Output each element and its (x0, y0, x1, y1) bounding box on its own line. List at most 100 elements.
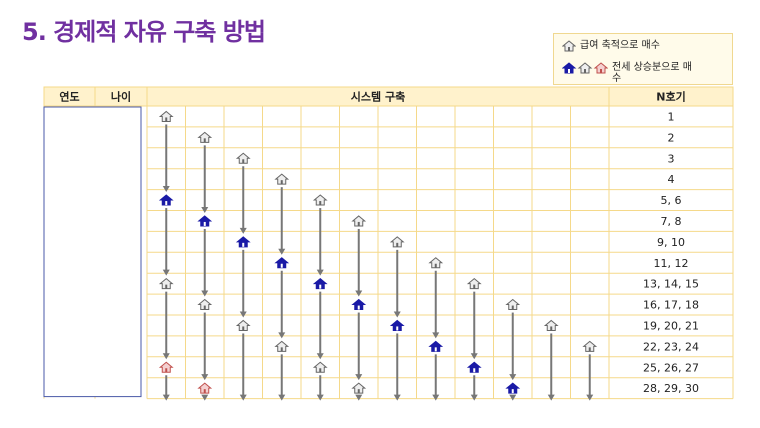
legend: 급여 축적으로 매수 전세 상승분으로 매수 (553, 33, 733, 85)
n-label: 25, 26, 27 (643, 361, 699, 374)
house-door (396, 242, 399, 247)
house-door (242, 242, 245, 247)
arrow-head (162, 186, 170, 193)
n-label: 13, 14, 15 (643, 278, 699, 291)
arrow-head (201, 206, 209, 213)
house-icon (466, 277, 482, 290)
house-icon (274, 257, 290, 269)
header-cell: 연도 (59, 90, 79, 104)
n-label: 5, 6 (661, 194, 682, 207)
house-door (511, 389, 514, 394)
arrow-head (201, 394, 209, 401)
n-label: 11, 12 (654, 257, 689, 270)
house-door (203, 389, 206, 394)
arrow-head (393, 311, 401, 318)
house-door (203, 221, 206, 226)
house-door (280, 347, 283, 352)
arrow-head (278, 394, 286, 401)
arrow-head (201, 290, 209, 297)
house-door (203, 138, 206, 143)
arrow-head (355, 374, 363, 381)
house-icon (351, 215, 367, 227)
arrow-head (355, 394, 363, 401)
house-door (165, 201, 168, 206)
arrow-head (239, 394, 247, 401)
house-icon (197, 298, 213, 311)
header-cell: N호기 (656, 90, 685, 104)
house-icon (197, 215, 213, 227)
house-door (165, 368, 168, 373)
house-icon (505, 382, 521, 394)
year-age-box (43, 106, 142, 398)
house-icon (197, 131, 213, 143)
house-door (434, 263, 437, 268)
house-icon (428, 257, 444, 269)
legend-label: 전세 상승분으로 매수 (612, 62, 692, 84)
house-icon (543, 319, 559, 331)
house-icon (235, 152, 251, 164)
n-label: 9, 10 (657, 236, 685, 249)
n-label: 4 (668, 173, 675, 186)
house-door (242, 159, 245, 164)
n-label: 7, 8 (661, 215, 682, 228)
house-icon (351, 298, 367, 311)
arrow-head (239, 227, 247, 234)
arrow-head (278, 248, 286, 255)
house-icon (389, 236, 405, 248)
house-door (280, 180, 283, 185)
house-icon (312, 361, 328, 373)
house-door (396, 326, 399, 331)
house-door (165, 284, 168, 289)
house-icon (312, 194, 328, 206)
arrow-head (509, 394, 517, 401)
arrow-head (316, 394, 324, 401)
house-icon (274, 173, 290, 185)
house-icon (428, 340, 444, 352)
arrow-head (470, 394, 478, 401)
house-door (511, 305, 514, 310)
arrow-head (162, 269, 170, 276)
arrow-head (162, 353, 170, 360)
house-door (203, 305, 206, 310)
legend-label: 급여 축적으로 매수 (580, 40, 660, 51)
n-label: 22, 23, 24 (643, 340, 699, 353)
house-door (588, 347, 591, 352)
house-icon (312, 277, 328, 290)
house-door (357, 221, 360, 226)
n-label: 19, 20, 21 (643, 319, 699, 332)
house-icons (562, 62, 608, 74)
house-icon (389, 319, 405, 331)
house-door (550, 326, 553, 331)
arrow-head (162, 394, 170, 401)
house-icon (158, 110, 174, 122)
house-icon (158, 194, 174, 206)
house-door (165, 117, 168, 122)
arrow-head (509, 374, 517, 381)
house-door (242, 326, 245, 331)
house-door (319, 284, 322, 289)
arrow-head (278, 332, 286, 339)
house-door (473, 368, 476, 373)
n-label: 28, 29, 30 (643, 382, 699, 395)
house-icon (562, 40, 576, 52)
house-icon (582, 340, 598, 352)
arrow-head (239, 311, 247, 318)
house-door (319, 368, 322, 373)
arrow-head (393, 394, 401, 401)
header-cell: 시스템 구축 (351, 90, 405, 104)
n-label: 1 (668, 110, 675, 123)
arrow-head (316, 353, 324, 360)
house-icon (505, 298, 521, 311)
house-door (434, 347, 437, 352)
house-icon (351, 382, 367, 394)
house-icon (235, 236, 251, 248)
arrow-head (355, 290, 363, 297)
house-icon (466, 361, 482, 373)
legend-row: 전세 상승분으로 매수 (562, 62, 696, 84)
arrow-head (470, 353, 478, 360)
arrow-head (547, 394, 555, 401)
arrow-head (316, 269, 324, 276)
house-icon (158, 361, 174, 373)
house-icon (197, 382, 213, 394)
